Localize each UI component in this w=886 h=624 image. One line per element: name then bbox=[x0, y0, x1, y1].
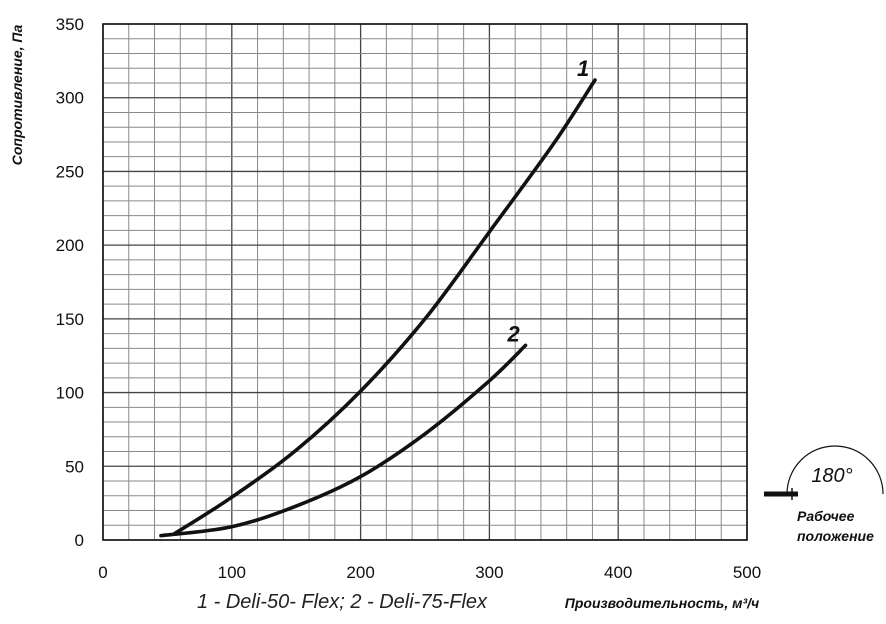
series-2-line bbox=[159, 343, 528, 538]
chart-grid bbox=[102, 23, 748, 541]
inset-caption-line1: Рабочее bbox=[797, 508, 855, 524]
x-axis-title: Производительность, м³/ч bbox=[565, 595, 759, 611]
x-tick-labels: 0 100 200 300 400 500 bbox=[98, 563, 761, 582]
chart-axes bbox=[102, 23, 748, 541]
x-tick-label: 500 bbox=[733, 563, 761, 582]
y-tick-label: 350 bbox=[56, 15, 84, 34]
x-tick-label: 200 bbox=[346, 563, 374, 582]
x-tick-label: 0 bbox=[98, 563, 107, 582]
y-axis-title: Сопротивление, Па bbox=[9, 25, 25, 166]
series-1-line bbox=[172, 78, 597, 536]
angle-arc-icon bbox=[786, 445, 884, 495]
installation-position-inset: 180° Рабочее положение bbox=[764, 445, 884, 544]
y-tick-label: 150 bbox=[56, 310, 84, 329]
x-tick-label: 400 bbox=[604, 563, 632, 582]
y-tick-label: 250 bbox=[56, 162, 84, 181]
inset-angle-label: 180° bbox=[811, 465, 852, 487]
series-1-label: 1 bbox=[577, 56, 589, 81]
inset-caption-line2: положение bbox=[797, 528, 874, 544]
y-tick-label: 200 bbox=[56, 236, 84, 255]
y-tick-label: 300 bbox=[56, 89, 84, 108]
plot-frame bbox=[102, 23, 748, 541]
series-legend: 1 - Deli-50- Flex; 2 - Deli-75-Flex bbox=[197, 591, 488, 613]
y-tick-label: 50 bbox=[65, 457, 84, 476]
chart-series bbox=[159, 78, 597, 538]
y-tick-labels: 0 50 100 150 200 250 300 350 bbox=[56, 15, 84, 550]
x-tick-label: 300 bbox=[475, 563, 503, 582]
series-2-label: 2 bbox=[506, 321, 520, 346]
x-tick-label: 100 bbox=[218, 563, 246, 582]
y-tick-label: 0 bbox=[75, 531, 84, 550]
y-tick-label: 100 bbox=[56, 384, 84, 403]
